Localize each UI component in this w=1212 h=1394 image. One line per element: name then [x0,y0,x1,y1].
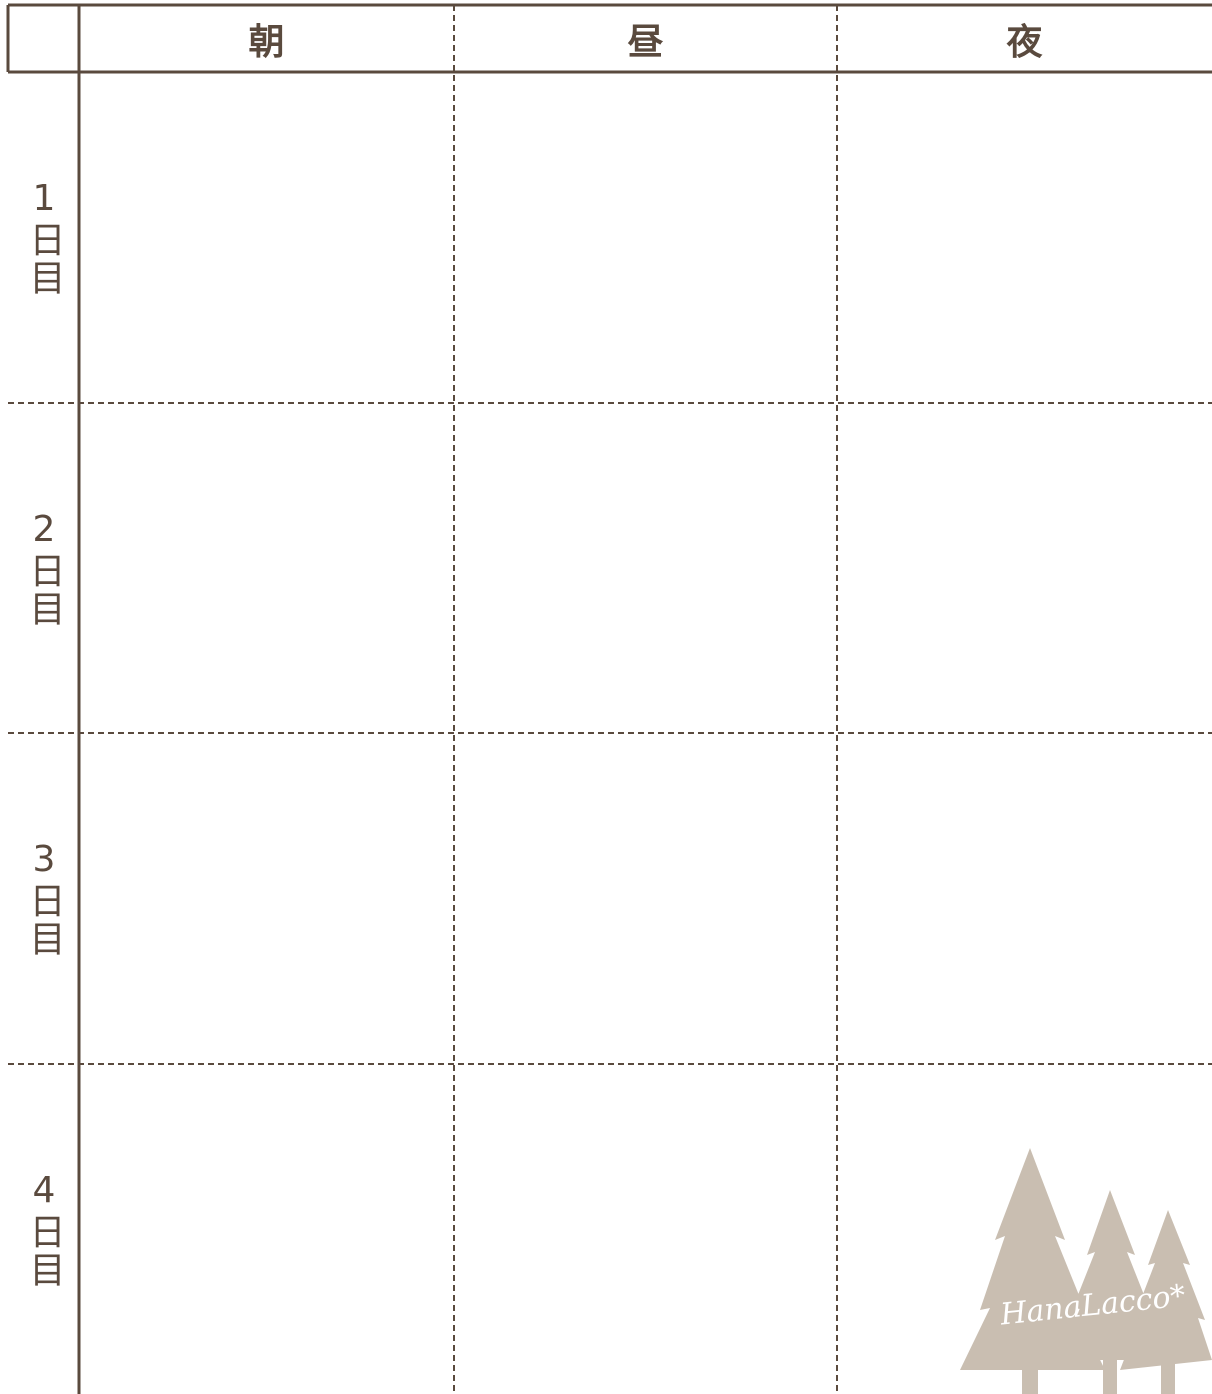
row-label: 3日目 [23,839,65,958]
solid-lines [6,3,1212,1394]
row-label: 1日目 [23,178,65,297]
dashed-lines [8,5,1212,1394]
trees [960,1148,1212,1394]
column-header: 朝 [248,21,285,63]
column-header: 夜 [1006,21,1043,63]
column-header: 昼 [627,21,664,63]
row-label: 4日目 [23,1169,65,1289]
row-label: 2日目 [23,508,65,628]
